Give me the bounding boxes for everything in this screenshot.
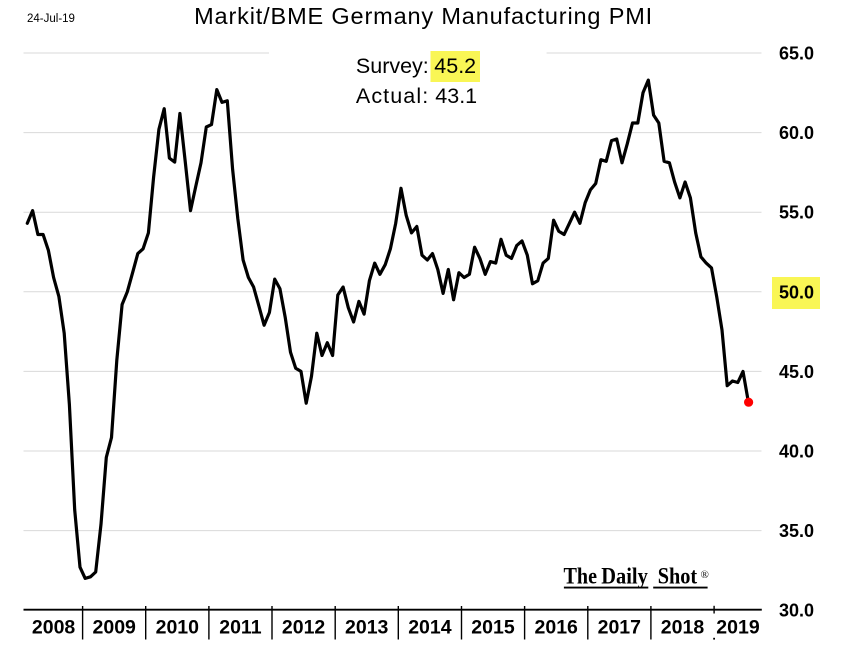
svg-text:45.2: 45.2 bbox=[434, 54, 476, 78]
svg-text:45.0: 45.0 bbox=[779, 362, 814, 382]
svg-text:43.1: 43.1 bbox=[435, 84, 477, 108]
svg-text:Survey:: Survey: bbox=[356, 54, 429, 78]
svg-text:2017: 2017 bbox=[598, 617, 641, 639]
svg-text:2012: 2012 bbox=[282, 617, 326, 639]
svg-text:55.0: 55.0 bbox=[779, 203, 814, 223]
svg-text:Shot: Shot bbox=[658, 563, 698, 588]
svg-text:2010: 2010 bbox=[156, 617, 200, 639]
svg-text:24-Jul-19: 24-Jul-19 bbox=[27, 13, 75, 25]
svg-text:35.0: 35.0 bbox=[779, 521, 814, 541]
svg-text:Daily: Daily bbox=[601, 563, 648, 588]
svg-text:2016: 2016 bbox=[535, 617, 579, 639]
svg-text:2015: 2015 bbox=[471, 617, 515, 639]
svg-text:2019: 2019 bbox=[716, 617, 760, 639]
svg-text:®: ® bbox=[701, 569, 709, 581]
svg-text:Actual:: Actual: bbox=[356, 84, 429, 108]
svg-text:65.0: 65.0 bbox=[779, 44, 814, 64]
svg-text:2014: 2014 bbox=[408, 617, 452, 639]
svg-text:The: The bbox=[564, 563, 598, 588]
svg-text:2008: 2008 bbox=[32, 617, 76, 639]
svg-text:Markit/BME Germany Manufacturi: Markit/BME Germany Manufacturing PMI bbox=[194, 3, 653, 29]
svg-text:2011: 2011 bbox=[219, 617, 261, 639]
svg-text:2013: 2013 bbox=[345, 617, 389, 639]
svg-text:40.0: 40.0 bbox=[779, 442, 814, 462]
svg-text:60.0: 60.0 bbox=[779, 123, 814, 143]
svg-text:30.0: 30.0 bbox=[779, 601, 814, 621]
svg-text:2018: 2018 bbox=[661, 617, 705, 639]
svg-text:50.0: 50.0 bbox=[779, 282, 814, 302]
svg-text:2009: 2009 bbox=[93, 617, 137, 639]
